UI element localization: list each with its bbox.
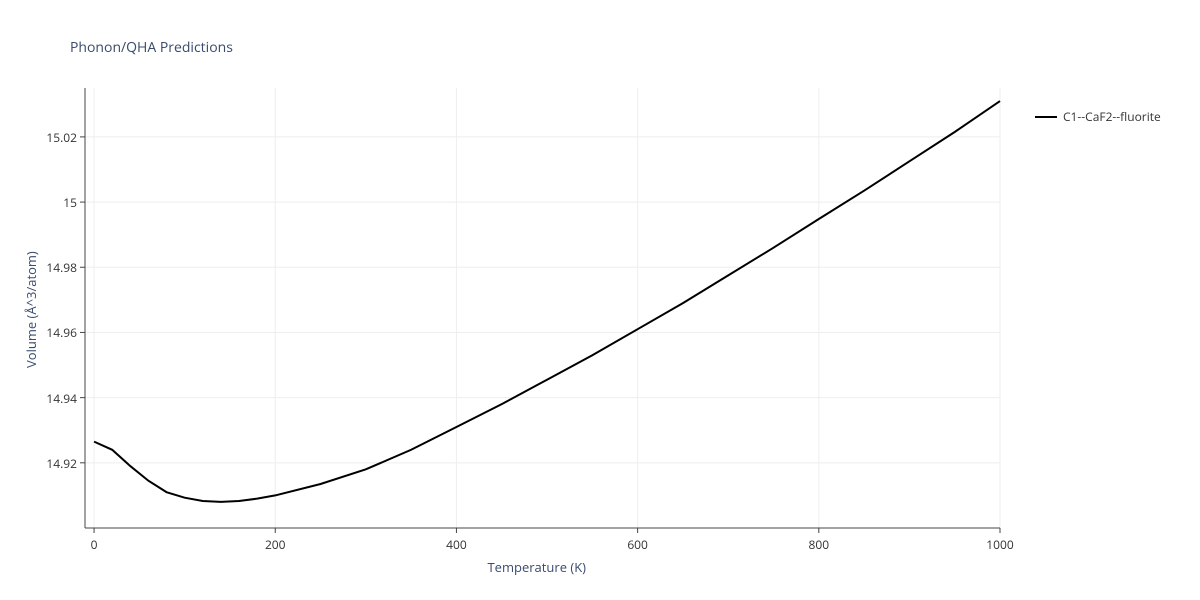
y-tick-label: 14.98 [27,259,77,276]
y-tick-label: 14.94 [27,390,77,407]
chart-title: Phonon/QHA Predictions [70,38,233,57]
x-tick-label: 1000 [986,536,1013,553]
x-tick-label: 800 [809,536,830,553]
y-tick-label: 14.92 [27,455,77,472]
x-tick-label: 400 [446,536,467,553]
x-tick-label: 0 [91,536,98,553]
y-tick-label: 14.96 [27,324,77,341]
y-tick-label: 15 [27,194,77,211]
x-tick-label: 600 [627,536,648,553]
legend-label: C1--CaF2--fluorite [1063,108,1161,125]
x-axis-label: Temperature (K) [488,558,587,576]
legend-swatch [1035,116,1057,118]
legend: C1--CaF2--fluorite [1035,108,1161,125]
x-tick-label: 200 [265,536,286,553]
plot-area [85,88,1000,528]
y-tick-label: 15.02 [27,129,77,146]
